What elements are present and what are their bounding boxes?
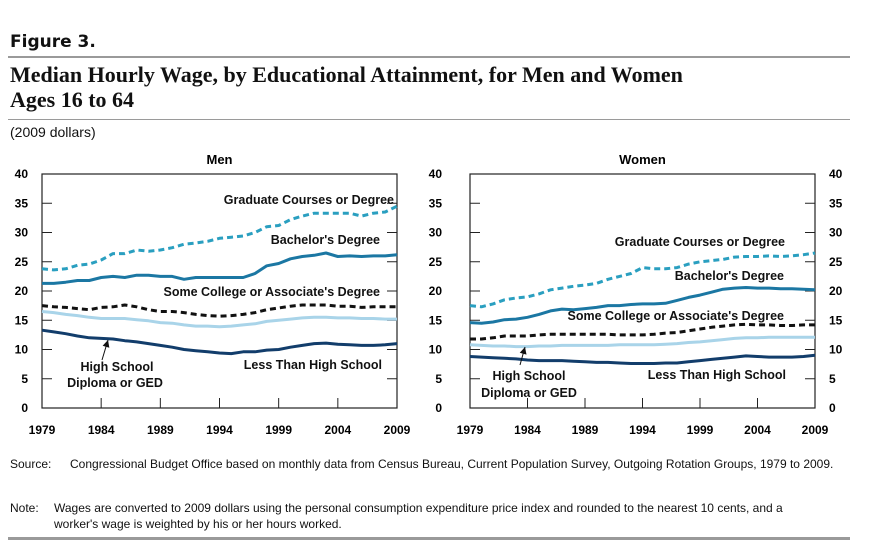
x-tick-label: 1984	[88, 423, 115, 437]
y-tick-label: 35	[429, 196, 443, 210]
series-line-some-college	[470, 322, 815, 341]
label-high-school-line1: High School	[81, 360, 154, 374]
x-tick-label: 1994	[206, 423, 233, 437]
source-label: Source:	[10, 457, 52, 471]
y-tick-label: 10	[429, 343, 443, 357]
figure-title: Median Hourly Wage, by Educational Attai…	[10, 62, 683, 112]
y-tick-label-right: 25	[829, 255, 843, 269]
bottom-rule	[8, 537, 850, 540]
x-tick-label: 1994	[629, 423, 656, 437]
x-tick-label: 2004	[324, 423, 351, 437]
note-text: Wages are converted to 2009 dollars usin…	[54, 501, 783, 531]
series-line-bachelors	[42, 251, 398, 285]
x-tick-label: 1984	[514, 423, 541, 437]
label-high-school-line2: Diploma or GED	[67, 376, 163, 390]
figure-title-line1: Median Hourly Wage, by Educational Attai…	[10, 62, 683, 87]
panel-title: Men	[207, 152, 233, 167]
y-tick-label: 15	[15, 313, 29, 327]
label-high-school-line1: High School	[493, 369, 566, 383]
y-tick-label: 20	[429, 284, 443, 298]
chart-panel-women: Women 0 0 5 5 10 10 15 15 20 20 25 25 30 30 35 35 40 40 197…	[429, 152, 843, 437]
series-line-some-college	[41, 303, 397, 318]
y-tick-label: 30	[429, 226, 443, 240]
y-tick-label: 0	[435, 401, 442, 415]
y-tick-label: 35	[15, 196, 29, 210]
source-text: Congressional Budget Office based on mon…	[70, 457, 834, 471]
label-bachelors: Bachelor's Degree	[675, 269, 784, 283]
y-tick-label-right: 40	[829, 167, 843, 181]
note-label: Note:	[10, 501, 39, 515]
title-rule	[8, 119, 850, 120]
y-tick-label-right: 10	[829, 343, 843, 357]
x-tick-label: 2004	[744, 423, 771, 437]
series-line-graduate	[41, 204, 398, 272]
x-tick-label: 2009	[802, 423, 829, 437]
label-some-college: Some College or Associate's Degree	[164, 285, 381, 299]
series-line-graduate	[469, 251, 816, 309]
charts-area: Men 0 5 10 15 20 25 30 35 40 1979 1984 1989 1994 1999 2…	[15, 152, 843, 437]
series-line-bachelors	[469, 286, 816, 325]
y-tick-label: 20	[15, 284, 29, 298]
label-less-than-high-school: Less Than High School	[244, 358, 382, 372]
y-tick-label: 0	[21, 401, 28, 415]
panel-title: Women	[619, 152, 666, 167]
y-tick-label: 40	[429, 167, 443, 181]
label-some-college: Some College or Associate's Degree	[568, 309, 785, 323]
x-tick-label: 1989	[147, 423, 174, 437]
series-line-high-school	[469, 335, 815, 349]
y-tick-label-right: 5	[829, 372, 836, 386]
label-high-school-line2: Diploma or GED	[481, 386, 577, 400]
x-tick-label: 1999	[265, 423, 292, 437]
figure-label: Figure 3.	[10, 32, 96, 52]
series-line-less-than-hs	[41, 328, 398, 356]
y-tick-label-right: 0	[829, 401, 836, 415]
chart-subtitle: (2009 dollars)	[10, 124, 96, 140]
series-line-high-school	[41, 310, 397, 329]
top-rule	[8, 56, 850, 58]
y-tick-label: 25	[15, 255, 29, 269]
y-tick-label: 30	[15, 226, 29, 240]
x-tick-label: 1999	[687, 423, 714, 437]
pointer-arrow-head	[102, 340, 110, 348]
y-tick-label: 5	[21, 372, 28, 386]
figure-title-line2: Ages 16 to 64	[10, 87, 135, 112]
y-tick-label-right: 15	[829, 313, 843, 327]
x-tick-label: 1979	[29, 423, 56, 437]
y-tick-label-right: 30	[829, 226, 843, 240]
y-tick-label: 15	[429, 313, 443, 327]
y-tick-label: 5	[435, 372, 442, 386]
y-tick-label-right: 20	[829, 284, 843, 298]
label-graduate: Graduate Courses or Degree	[615, 235, 785, 249]
y-tick-label: 25	[429, 255, 443, 269]
y-tick-label-right: 35	[829, 196, 843, 210]
y-tick-label: 40	[15, 167, 29, 181]
chart-panel-men: Men 0 5 10 15 20 25 30 35 40 1979 1984 1989 1994 1999 2…	[15, 152, 411, 437]
label-bachelors: Bachelor's Degree	[271, 233, 380, 247]
x-tick-label: 1979	[457, 423, 484, 437]
y-tick-label: 10	[15, 343, 29, 357]
x-tick-label: 2009	[384, 423, 411, 437]
label-graduate: Graduate Courses or Degree	[224, 193, 394, 207]
x-tick-label: 1989	[572, 423, 599, 437]
pointer-arrow-head	[519, 347, 527, 355]
label-less-than-high-school: Less Than High School	[648, 368, 786, 382]
series-line-less-than-hs	[469, 353, 816, 365]
